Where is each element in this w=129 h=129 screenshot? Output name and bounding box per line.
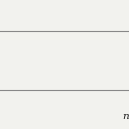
Text: n row indicato: n row indicato xyxy=(123,112,129,121)
